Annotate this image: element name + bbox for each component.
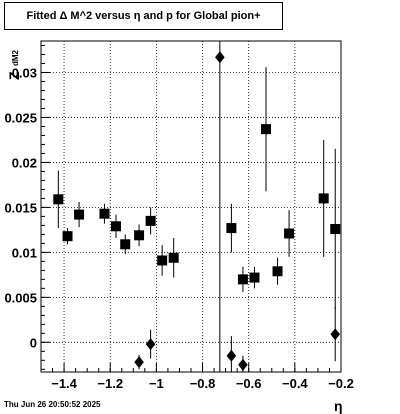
data-point-square — [249, 272, 260, 283]
y-tick-label: 0.005 — [4, 290, 37, 305]
data-point-diamond — [330, 328, 341, 341]
data-point-square — [145, 215, 156, 226]
data-point-square — [99, 208, 110, 219]
x-tick-label: −1 — [149, 376, 164, 391]
plot-frame — [40, 40, 342, 373]
data-point-diamond — [226, 349, 237, 362]
y-tick-label: 0.015 — [4, 200, 37, 215]
data-marks — [53, 41, 341, 372]
y-tick-label: 0.03 — [12, 65, 37, 80]
data-point-square — [226, 223, 237, 234]
timestamp-footer: Thu Jun 26 20:50:52 2025 — [4, 400, 101, 409]
y-axis-title-subscript: dM2 — [11, 49, 20, 66]
y-tick-label: 0 — [30, 335, 37, 350]
axis-ticks: −1.4 −1.2 −1 −0.8 −0.6 −0.4 −0.2 0 0.005 0.01 0.01… — [4, 44, 354, 391]
data-point-square — [330, 223, 341, 234]
data-point-square — [168, 252, 179, 263]
data-point-square — [111, 221, 121, 232]
x-tick-label: −0.6 — [236, 376, 262, 391]
data-point-diamond — [134, 356, 144, 369]
x-tick-label: −1.4 — [51, 376, 77, 391]
grid-lines — [41, 41, 341, 372]
data-point-square — [62, 231, 73, 242]
x-tick-label: −0.8 — [190, 376, 216, 391]
x-tick-label: −1.2 — [97, 376, 123, 391]
y-tick-label: 0.02 — [12, 155, 37, 170]
data-point-square — [318, 193, 329, 204]
data-point-diamond — [145, 338, 156, 351]
y-axis-title: Z — [6, 71, 22, 80]
y-tick-label: 0.01 — [12, 245, 37, 260]
data-point-square — [157, 255, 168, 266]
data-point-square — [237, 274, 248, 285]
data-point-square — [120, 239, 131, 250]
x-tick-label: −0.4 — [282, 376, 308, 391]
chart-title: Fitted Δ M^2 versus η and p for Global p… — [4, 2, 283, 30]
data-point-square — [134, 230, 145, 241]
data-point-square — [53, 194, 64, 205]
x-tick-label: −0.2 — [328, 376, 354, 391]
data-point-square — [272, 266, 283, 277]
data-point-square — [261, 124, 271, 135]
data-point-square — [284, 228, 295, 239]
x-axis-title: η — [334, 398, 343, 414]
y-tick-label: 0.025 — [4, 110, 37, 125]
data-point-square — [74, 209, 85, 220]
data-point-diamond — [215, 51, 225, 64]
data-point-diamond — [238, 358, 248, 371]
